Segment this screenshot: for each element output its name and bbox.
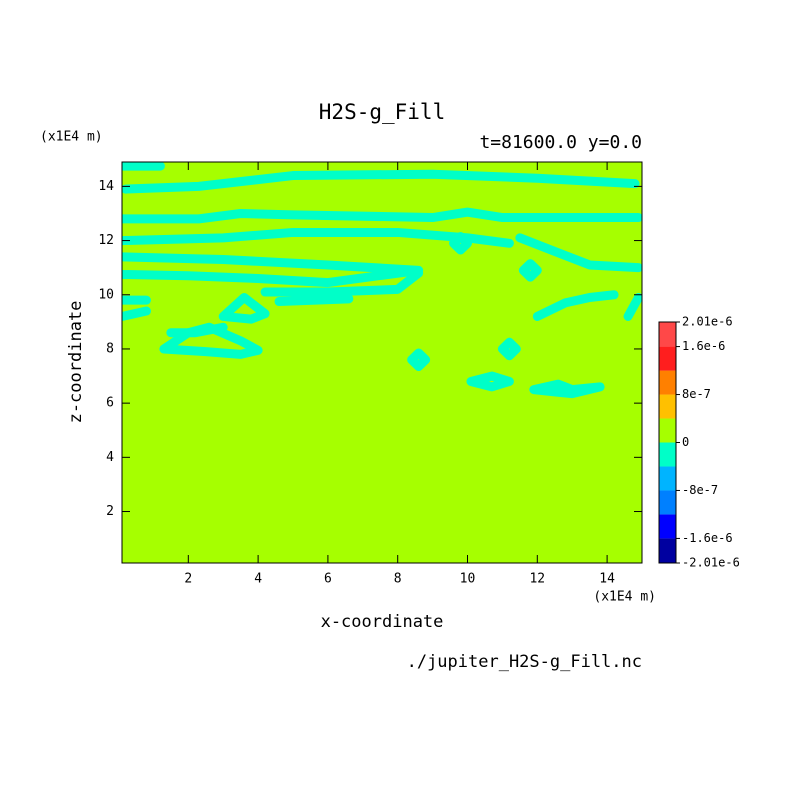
colorbar-segment [659, 514, 676, 539]
y-tick-label: 2 [106, 504, 114, 519]
colorbar-segment [659, 346, 676, 371]
colorbar-tick-label: -8e-7 [682, 483, 718, 497]
contour-band [274, 294, 354, 307]
x-tick-label: 4 [254, 572, 262, 587]
x-tick-label: 2 [184, 572, 192, 587]
contour-band [466, 371, 514, 392]
contour-band [166, 322, 228, 338]
y-tick-label: 12 [98, 233, 114, 248]
y-axis-label: z-coordinate [66, 301, 86, 424]
colorbar-segment [659, 538, 676, 563]
colorbar-segment [659, 370, 676, 395]
colorbar-tick-label: 1.6e-6 [682, 339, 725, 353]
contour-band [518, 259, 542, 282]
contour-band [122, 252, 424, 275]
features [122, 162, 642, 399]
y-tick-label: 14 [98, 179, 114, 194]
colorbar-tick-label: 0 [682, 435, 689, 449]
y-tick-label: 10 [98, 287, 114, 302]
contour-band [122, 227, 514, 248]
contour-band [122, 306, 151, 321]
contour-band [122, 169, 640, 194]
colorbar-segment [659, 322, 676, 347]
colorbar-tick-label: 2.01e-6 [682, 315, 733, 329]
source-label: ./jupiter_H2S-g_Fill.nc [407, 652, 642, 672]
colorbar-segment [659, 418, 676, 443]
contour-band [497, 337, 521, 361]
colorbar-tick-label: -2.01e-6 [682, 556, 740, 570]
colorbar-tick-label: 8e-7 [682, 387, 711, 401]
y-tick-label: 4 [106, 450, 114, 465]
colorbar-segment [659, 466, 676, 491]
x-unit: (x1E4 m) [593, 590, 656, 605]
contour-band [260, 268, 424, 297]
chart-title: H2S-g_Fill [319, 100, 445, 124]
contour-band [449, 232, 473, 255]
contour-band [122, 267, 413, 288]
x-tick-label: 14 [599, 572, 615, 587]
x-tick-label: 6 [324, 572, 332, 587]
x-axis-label: x-coordinate [321, 612, 444, 632]
x-tick-label: 10 [460, 572, 476, 587]
contour-band [623, 292, 642, 321]
y-tick-label: 8 [106, 341, 114, 356]
colorbar-tick-label: -1.6e-6 [682, 531, 733, 545]
plot-frame [121, 161, 643, 564]
y-unit: (x1E4 m) [40, 130, 103, 145]
colorbar-segment [659, 490, 676, 515]
contour-band [122, 207, 642, 224]
contour-band [515, 233, 642, 273]
contour-band [218, 292, 270, 324]
chart-subtitle: t=81600.0 y=0.0 [479, 132, 642, 153]
x-tick-label: 12 [529, 572, 545, 587]
x-tick-label: 8 [394, 572, 402, 587]
y-tick-label: 6 [106, 396, 114, 411]
contour-band [529, 379, 605, 399]
contour-band [532, 290, 619, 321]
colorbar-segment [659, 394, 676, 419]
colorbar-segment [659, 442, 676, 467]
contour-band [407, 348, 431, 372]
